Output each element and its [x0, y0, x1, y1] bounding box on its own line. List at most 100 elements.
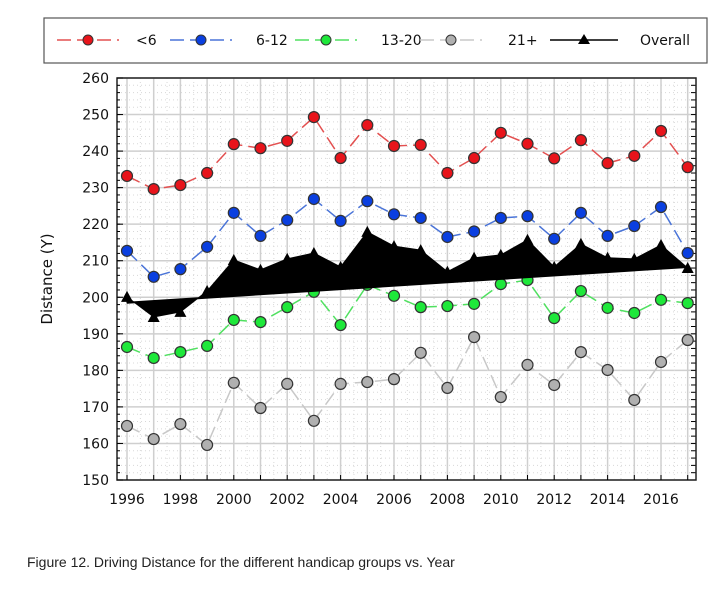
x-tick-label: 2016	[643, 492, 679, 508]
data-point	[227, 138, 240, 151]
y-tick-label: 250	[82, 108, 109, 124]
data-point	[654, 355, 668, 369]
data-point	[468, 225, 481, 238]
data-point	[574, 206, 588, 219]
legend: <6 6-12 13-20 21+ Overall	[43, 17, 708, 64]
data-point	[494, 126, 507, 139]
data-point	[201, 339, 214, 352]
data-point	[494, 390, 507, 404]
data-point	[201, 240, 214, 253]
data-point	[361, 119, 374, 132]
data-point	[681, 297, 694, 310]
x-tick-label: 2002	[269, 492, 305, 508]
data-point-triangle	[227, 253, 240, 265]
data-point	[574, 134, 588, 147]
data-point-triangle	[628, 252, 641, 264]
data-point	[414, 301, 427, 314]
data-point-triangle	[388, 240, 400, 252]
data-point	[334, 151, 347, 165]
data-point	[628, 393, 641, 407]
data-point	[628, 219, 641, 233]
y-tick-label: 210	[82, 254, 109, 270]
y-tick-label: 260	[82, 71, 109, 87]
data-point-triangle	[201, 285, 214, 297]
data-point	[227, 206, 240, 219]
legend-label: Overall	[640, 33, 690, 49]
data-point-triangle	[494, 248, 507, 260]
data-point	[174, 178, 187, 192]
legend-marker-icon	[445, 34, 457, 46]
data-point	[120, 169, 134, 183]
data-point	[254, 142, 267, 155]
data-point	[681, 333, 694, 347]
data-point	[414, 211, 427, 225]
overall-trend-line	[126, 265, 688, 304]
data-point	[361, 375, 374, 389]
data-point	[281, 134, 294, 147]
data-point	[174, 417, 187, 431]
data-point	[201, 166, 214, 180]
x-tick-label: 2000	[216, 492, 252, 508]
data-point-triangle	[548, 260, 561, 272]
y-tick-label: 200	[82, 290, 109, 306]
series-line	[126, 198, 689, 278]
data-point	[281, 214, 294, 227]
data-point-triangle	[601, 251, 614, 263]
x-tick-label: 1996	[109, 492, 145, 508]
data-point	[387, 373, 401, 386]
data-point-triangle	[121, 290, 133, 302]
data-point-triangle	[574, 237, 587, 249]
data-point	[548, 232, 561, 245]
data-point	[601, 157, 614, 170]
data-point-triangle	[147, 311, 160, 323]
series-line	[126, 335, 689, 447]
data-point	[654, 293, 668, 306]
data-point	[307, 414, 320, 427]
data-point	[654, 124, 668, 138]
data-point	[307, 192, 320, 206]
data-point	[174, 263, 187, 276]
y-tick-label: 150	[82, 473, 109, 489]
data-point-triangle	[254, 263, 267, 275]
legend-triangle-icon	[578, 34, 590, 44]
data-point	[147, 182, 160, 196]
data-point-triangle	[281, 252, 294, 264]
y-tick-label: 190	[82, 327, 109, 343]
data-point	[147, 432, 160, 446]
y-tick-label: 230	[82, 181, 109, 197]
x-tick-label: 2008	[430, 492, 466, 508]
data-point	[254, 316, 267, 329]
data-point	[201, 438, 214, 452]
data-point	[120, 244, 134, 257]
data-point	[387, 208, 401, 221]
x-tick-label: 1998	[163, 492, 199, 508]
data-point	[281, 301, 294, 314]
data-point	[147, 270, 160, 283]
data-point	[227, 313, 240, 327]
data-point	[494, 211, 507, 225]
data-point	[334, 318, 347, 332]
data-point-triangle	[521, 233, 534, 245]
data-point-triangle	[307, 247, 320, 259]
data-point	[521, 358, 534, 371]
data-point	[654, 200, 668, 214]
plot-frame	[116, 77, 697, 481]
data-point	[441, 299, 454, 313]
data-point	[548, 312, 561, 325]
data-point	[414, 346, 427, 359]
data-point	[628, 149, 641, 162]
legend-label: <6	[136, 33, 157, 49]
series-21	[120, 331, 694, 452]
data-point	[521, 210, 534, 223]
data-point	[334, 377, 347, 390]
data-point	[441, 381, 454, 395]
data-point	[387, 139, 401, 153]
data-point-triangle	[681, 262, 694, 274]
data-point	[601, 229, 614, 242]
data-point	[254, 229, 267, 242]
data-point	[468, 297, 481, 310]
data-point	[441, 166, 454, 180]
y-tick-label: 180	[82, 363, 109, 379]
data-point	[548, 152, 561, 165]
